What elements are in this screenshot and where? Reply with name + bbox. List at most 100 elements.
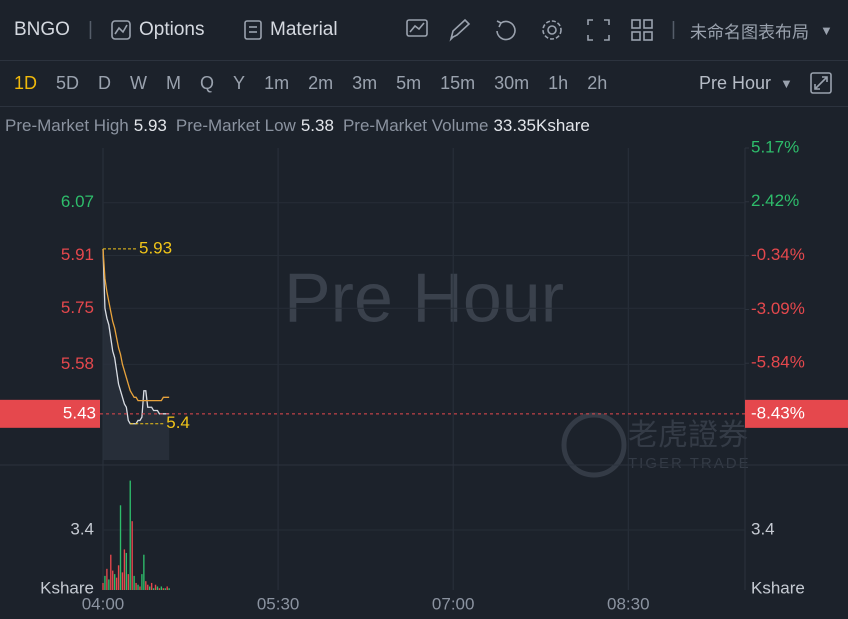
period[interactable]: 1D — [14, 72, 38, 93]
stat-value: 5.38 — [300, 116, 334, 135]
volume-bar — [104, 575, 106, 590]
watermark-en: TIGER TRADE — [628, 455, 751, 472]
price-area — [103, 248, 170, 460]
volume-bar — [115, 577, 118, 590]
volume-bar — [168, 588, 170, 590]
volume-tick-label: 3.4 — [751, 519, 775, 538]
volume-bar — [147, 584, 149, 590]
stat-label: Pre-Market High — [5, 116, 129, 135]
annotation-label: 5.93 — [139, 238, 172, 257]
volume-bar — [156, 586, 159, 590]
y2-tick-label: 5.17% — [751, 137, 799, 156]
volume-bar — [162, 588, 164, 590]
periods: 1D 5D D W M Q Y 1m 2m 3m 5m 15m 30m 1h 2h — [14, 73, 607, 94]
last-change: -8.43% — [751, 403, 805, 422]
period[interactable]: 15m — [440, 72, 476, 93]
volume-bar — [129, 480, 131, 590]
period[interactable]: D — [98, 72, 112, 93]
volume-bar — [150, 582, 153, 590]
period[interactable]: M — [166, 72, 182, 93]
volume-bar — [143, 554, 145, 590]
volume-bar — [112, 570, 114, 590]
volume-bar — [164, 588, 166, 590]
y2-tick-label: -5.84% — [751, 353, 805, 372]
volume-unit: Kshare — [751, 578, 805, 597]
volume-bar — [110, 554, 112, 590]
period[interactable]: 2m — [308, 72, 334, 93]
stat-value: 33.35Kshare — [493, 116, 590, 135]
last-price-box — [0, 399, 100, 428]
period[interactable]: 30m — [494, 72, 530, 93]
watermark-cn: 老虎證券 — [628, 419, 748, 452]
annotation-label: 5.4 — [166, 413, 190, 432]
period[interactable]: 1m — [264, 72, 290, 93]
volume-bar — [158, 588, 161, 590]
period[interactable]: Y — [233, 72, 246, 93]
volume-bar — [137, 584, 139, 590]
volume-bar — [166, 586, 168, 590]
volume-bar — [117, 565, 120, 590]
volume-bar — [149, 586, 151, 590]
toolbar: BNGO | Options Material | 未命名图表布局 ▼ — [0, 0, 848, 61]
volume-bar — [139, 586, 141, 590]
tool-icons[interactable] — [405, 17, 665, 43]
last-change-box — [745, 399, 848, 428]
material-icon — [244, 20, 262, 40]
watermark: Pre Hour — [284, 258, 564, 336]
y2-tick-label: -0.34% — [751, 245, 805, 264]
options-icon — [111, 20, 131, 40]
x-tick-label: 07:00 — [432, 594, 475, 613]
x-tick-label: 08:30 — [607, 594, 650, 613]
period[interactable]: 1h — [548, 72, 569, 93]
symbol[interactable]: BNGO — [14, 19, 70, 40]
volume-bar — [106, 568, 108, 590]
period[interactable]: 2h — [587, 72, 608, 93]
volume-bar — [152, 588, 155, 590]
volume-bar — [145, 581, 147, 590]
y-tick-label: 5.58 — [61, 354, 94, 373]
period[interactable]: Q — [200, 72, 215, 93]
logo — [561, 412, 627, 478]
y-tick-label: 5.75 — [61, 298, 94, 317]
y-tick-label: 5.91 — [61, 245, 94, 264]
stat-label: Pre-Market Volume — [342, 116, 489, 135]
x-tick-label: 05:30 — [257, 594, 300, 613]
volume-bar — [160, 586, 163, 590]
series-line — [102, 248, 170, 402]
volume-bar — [141, 574, 143, 590]
y2-tick-label: -3.09% — [751, 299, 805, 318]
session-select[interactable]: Pre Hour — [699, 72, 772, 93]
x-tick-label: 04:00 — [82, 594, 125, 613]
volume-bar — [102, 582, 104, 590]
y-tick-label: 6.07 — [61, 192, 94, 211]
period-bar: 1D 5D D W M Q Y 1m 2m 3m 5m 15m 30m 1h 2h Pre Hour ▼ — [0, 60, 848, 107]
period[interactable]: 5m — [396, 72, 422, 93]
stat-value: 5.93 — [133, 116, 167, 135]
volume-bar — [108, 579, 110, 590]
period[interactable]: 3m — [352, 72, 378, 93]
stat-label: Pre-Market Low — [175, 116, 296, 135]
volume-bar — [135, 582, 137, 590]
volume-bar — [113, 574, 116, 590]
period[interactable]: 5D — [56, 72, 80, 93]
period[interactable]: W — [130, 72, 148, 93]
volume-bar — [125, 552, 128, 590]
expand-icon[interactable] — [809, 71, 833, 95]
volume-bar — [131, 521, 133, 590]
volume-bar — [133, 575, 135, 590]
options[interactable]: Options — [139, 19, 205, 40]
volume-bar — [154, 584, 157, 590]
volume-bar — [127, 574, 129, 590]
volume-bar — [119, 505, 122, 590]
last-price: 5.43 — [63, 403, 96, 422]
volume-unit: Kshare — [40, 578, 94, 597]
stats-bar: Pre-Market High 5.93 Pre-Market Low 5.38 Pre… — [0, 106, 848, 146]
volume-bar — [121, 572, 124, 590]
material[interactable]: Material — [270, 19, 338, 40]
layout-name[interactable]: 未命名图表布局 — [690, 22, 809, 42]
volume-tick-label: 3.4 — [70, 519, 94, 538]
y2-tick-label: 2.42% — [751, 191, 799, 210]
volume-bar — [123, 549, 126, 590]
